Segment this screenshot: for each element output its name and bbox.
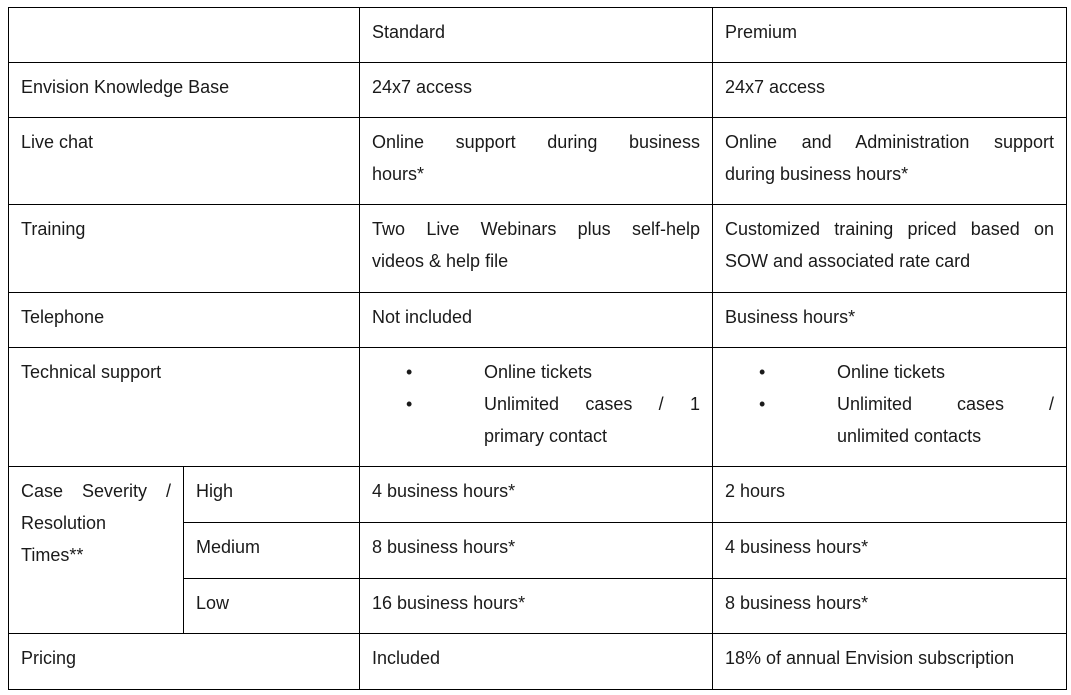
premium-cell: 24x7 access [712, 62, 1067, 118]
standard-cell: Not included [359, 292, 713, 348]
line: Times** [21, 545, 84, 565]
line: Online support during business [372, 132, 700, 152]
row-label: Technical support [8, 347, 360, 467]
line: Customized training priced based on [725, 219, 1054, 239]
line: primary contact [484, 426, 608, 446]
list-item: • Unlimited cases / unlimited contacts [714, 388, 1054, 452]
line: Two Live Webinars plus self-help [372, 219, 700, 239]
standard-cell: 4 business hours* [359, 466, 713, 523]
premium-cell: Customized training priced based on SOW a… [712, 204, 1067, 293]
line: Resolution [21, 513, 107, 533]
standard-cell: 16 business hours* [359, 578, 713, 634]
row-label: Telephone [8, 292, 360, 348]
list-item: • Online tickets [714, 356, 1055, 388]
header-standard: Standard [359, 7, 713, 63]
support-plans-table: Standard Premium Envision Knowledge Base… [8, 7, 1067, 690]
bullet-icon: • [759, 394, 766, 414]
row-label: Live chat [8, 117, 360, 205]
premium-cell: 4 business hours* [712, 522, 1067, 579]
standard-cell: 8 business hours* [359, 522, 713, 579]
list-item: • Unlimited cases / 1 primary contact [361, 388, 700, 452]
line: Unlimited cases / [837, 394, 1054, 414]
bullet-icon: • [406, 394, 413, 414]
table-row: Live chat Online support during business… [8, 117, 1067, 205]
standard-cell: Included [359, 633, 713, 690]
bullet-icon: • [759, 362, 766, 382]
line: unlimited contacts [837, 426, 982, 446]
line: hours* [372, 164, 425, 184]
table-row: Envision Knowledge Base 24x7 access 24x7… [8, 62, 1067, 118]
header-premium: Premium [712, 7, 1067, 63]
line: Online and Administration support [725, 132, 1054, 152]
item-text: Online tickets [837, 362, 946, 382]
item-text: Online tickets [484, 362, 593, 382]
row-label: Envision Knowledge Base [8, 62, 360, 118]
list-item: • Online tickets [361, 356, 701, 388]
row-label: Training [8, 204, 360, 293]
line: Case Severity / [21, 481, 171, 501]
table-row: Telephone Not included Business hours* [8, 292, 1067, 348]
premium-cell: 8 business hours* [712, 578, 1067, 634]
premium-cell: Online and Administration support during … [712, 117, 1067, 205]
bullet-list: • Online tickets • Unlimited cases / 1 prim… [361, 356, 701, 452]
premium-cell: 18% of annual Envision subscription [712, 633, 1067, 690]
severity-medium-label: Medium [183, 522, 360, 579]
line: Unlimited cases / 1 [484, 394, 700, 414]
bullet-list: • Online tickets • Unlimited cases / unlimi… [714, 356, 1055, 452]
table-row: Low 16 business hours* 8 business hours* [9, 578, 1067, 634]
table-row: Case Severity / Resolution Times** High 4 … [8, 466, 1067, 634]
severity-low-label: Low [183, 578, 360, 634]
line: during business hours* [725, 164, 909, 184]
table-row: Pricing Included 18% of annual Envision … [8, 633, 1067, 690]
line: SOW and associated rate card [725, 251, 971, 271]
header-blank [8, 7, 360, 63]
premium-cell: 2 hours [712, 466, 1067, 523]
standard-cell: Online support during business hours* [359, 117, 713, 205]
table-row: Medium 8 business hours* 4 business hour… [9, 522, 1067, 579]
standard-cell: • Online tickets • Unlimited cases / 1 prim… [359, 347, 713, 467]
severity-high-label: High [183, 466, 360, 523]
table-row: Training Two Live Webinars plus self-hel… [8, 204, 1067, 293]
header-row: Standard Premium [8, 7, 1067, 63]
premium-cell: • Online tickets • Unlimited cases / unlimi… [712, 347, 1067, 467]
line: videos & help file [372, 251, 509, 271]
row-label: Pricing [8, 633, 360, 690]
premium-cell: Business hours* [712, 292, 1067, 348]
standard-cell: Two Live Webinars plus self-help videos &… [359, 204, 713, 293]
bullet-icon: • [406, 362, 413, 382]
standard-cell: 24x7 access [359, 62, 713, 118]
severity-label: Case Severity / Resolution Times** [8, 466, 184, 634]
table-row: Technical support • Online tickets • Unlim… [8, 347, 1067, 467]
